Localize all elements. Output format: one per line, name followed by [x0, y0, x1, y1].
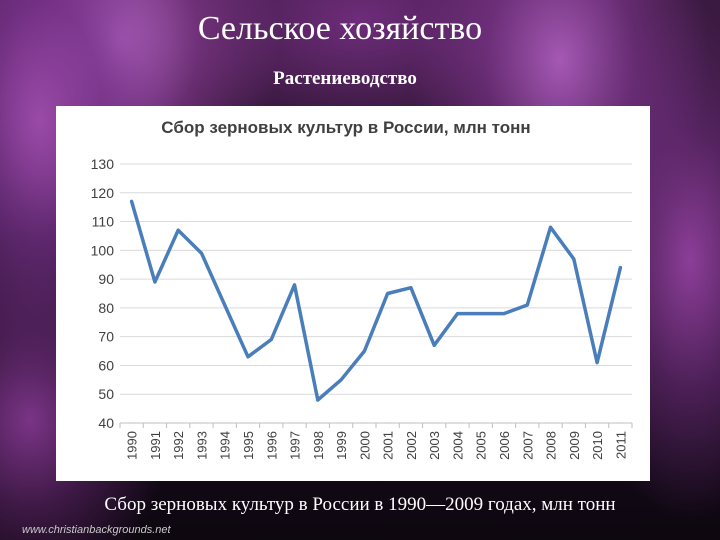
y-tick-label: 40: [98, 415, 114, 431]
slide-title: Сельское хозяйство: [197, 10, 483, 47]
x-tick-label: 1998: [311, 431, 326, 460]
x-tick-label: 1990: [125, 431, 140, 460]
data-point: [549, 225, 553, 229]
y-tick-label: 120: [91, 185, 115, 201]
y-tick-label: 110: [92, 214, 115, 230]
x-tick-label: 2007: [520, 431, 535, 460]
y-axis-ticks: 130 120 110 100 90 80 70 60 50 40: [91, 156, 115, 431]
data-point: [618, 266, 622, 270]
data-point: [153, 280, 157, 284]
chart-title: Сбор зерновых культур в России, млн тонн: [161, 118, 530, 137]
gridlines: [120, 163, 632, 424]
slide-caption: Сбор зерновых культур в России в 1990—20…: [104, 494, 616, 515]
y-tick-label: 80: [98, 300, 114, 316]
y-tick-label: 100: [91, 242, 115, 258]
y-tick-label: 50: [98, 386, 114, 402]
data-point: [479, 312, 483, 316]
data-point: [386, 292, 390, 295]
data-point: [223, 303, 227, 307]
data-point: [409, 286, 413, 290]
x-tick-label: 2011: [613, 431, 628, 459]
y-tick-label: 60: [98, 357, 114, 373]
series-line: [129, 199, 623, 402]
data-point: [502, 312, 506, 316]
data-point: [572, 257, 576, 261]
data-point: [432, 343, 436, 347]
series-layer: [129, 199, 623, 402]
x-tick-label: 1991: [148, 431, 163, 460]
data-point: [176, 228, 180, 232]
data-point: [525, 303, 529, 307]
x-tick-label: 1992: [171, 431, 186, 460]
x-tick-label: 1999: [334, 431, 349, 460]
y-tick-label: 130: [91, 156, 115, 172]
x-tick-label: 2003: [427, 431, 442, 460]
chart-panel: Сбор зерновых культур в России, млн тонн…: [56, 106, 650, 481]
data-point: [293, 283, 297, 287]
slide-subtitle: Растениеводство: [273, 68, 417, 89]
x-tick-label: 2005: [474, 431, 489, 460]
data-point: [269, 338, 273, 342]
data-point: [316, 398, 320, 402]
x-tick-label: 2010: [590, 431, 605, 460]
x-tick-label: 2004: [450, 431, 465, 460]
data-point: [246, 355, 250, 359]
line-chart: Сбор зерновых культур в России, млн тонн…: [91, 118, 633, 460]
x-tick-label: 2006: [497, 431, 512, 460]
data-point: [595, 361, 599, 365]
x-tick-label: 2002: [404, 431, 419, 460]
data-point: [130, 199, 134, 203]
x-tick-label: 1994: [218, 431, 233, 460]
x-tick-label: 2009: [567, 431, 582, 460]
data-point: [455, 312, 459, 316]
y-tick-label: 90: [98, 271, 114, 287]
data-point: [199, 251, 203, 255]
y-tick-label: 70: [98, 329, 114, 345]
watermark: www.christianbackgrounds.net: [22, 524, 171, 536]
x-tick-label: 2001: [381, 431, 396, 460]
x-tick-label: 1997: [288, 431, 303, 460]
data-point: [339, 378, 343, 382]
x-tick-label: 2008: [544, 431, 559, 460]
x-tick-label: 1993: [194, 431, 209, 460]
x-tick-label: 1996: [264, 431, 279, 460]
x-tick-label: 2000: [357, 431, 372, 460]
x-tick-label: 1995: [241, 431, 256, 460]
data-point: [362, 349, 366, 353]
x-axis-ticks: 1990 1991 1992 1993 1994 1995 1996 1997 1998 1999…: [119, 423, 633, 460]
